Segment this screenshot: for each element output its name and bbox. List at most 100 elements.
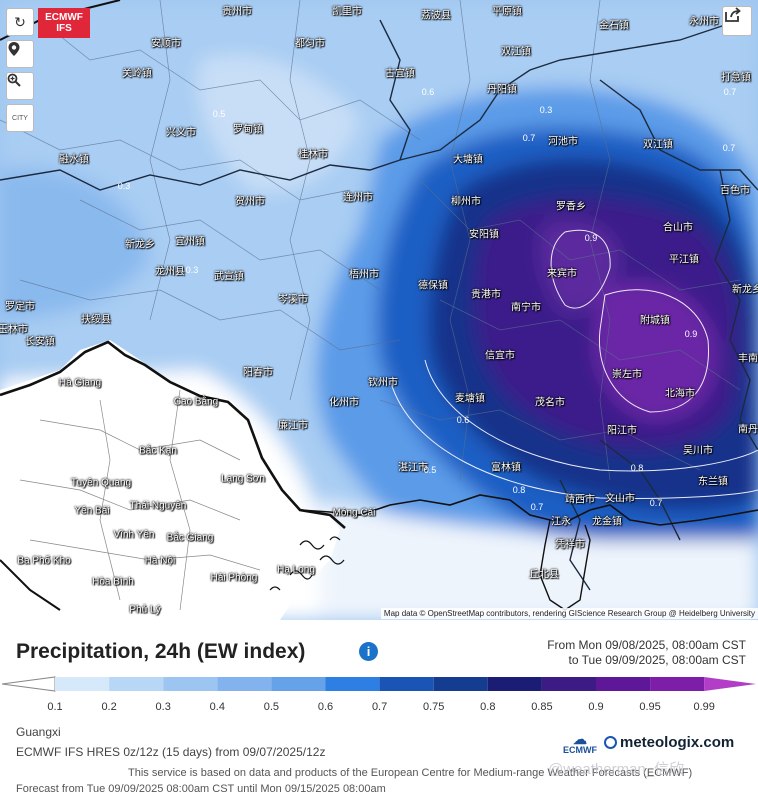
refresh-icon: ↻ xyxy=(14,13,26,30)
zoom-icon xyxy=(7,73,21,87)
contour-label: 0.5 xyxy=(423,465,437,475)
city-label: 丹阳镇 xyxy=(487,84,517,96)
legend-swatch xyxy=(433,677,488,691)
city-label: 钦州市 xyxy=(368,377,398,389)
valid-from: From Mon 09/08/2025, 08:00am CST xyxy=(547,638,746,652)
legend-swatch xyxy=(487,677,542,691)
legend-tick-label: 0.3 xyxy=(156,701,171,713)
city-label: 来宾市 xyxy=(547,268,577,280)
city-label: 关岭镇 xyxy=(122,68,152,80)
vn-city-label: Lạng Sơn xyxy=(221,473,265,485)
location-pin-icon xyxy=(8,42,20,56)
legend-swatch xyxy=(379,677,434,691)
vn-city-label: Ba Phố Kho xyxy=(17,555,71,567)
locate-button[interactable] xyxy=(6,40,34,68)
city-label: 安阳镇 xyxy=(469,229,499,241)
city-label: 茂名市 xyxy=(535,397,565,409)
contour-label: 0.7 xyxy=(522,133,536,143)
legend-swatch xyxy=(541,677,596,691)
city-label: 打急镇 xyxy=(721,72,751,84)
contour-label: 0.9 xyxy=(684,329,698,339)
city-label: 阳春市 xyxy=(243,367,273,379)
vn-city-label: Thái Nguyên xyxy=(129,500,187,512)
contour-label: 0.9 xyxy=(584,233,598,243)
city-label: 新龙乡 xyxy=(732,284,758,296)
city-label: 古宜镇 xyxy=(385,68,415,80)
legend-tick-label: 0.8 xyxy=(480,701,495,713)
legend-tick-label: 0.6 xyxy=(318,701,333,713)
city-label: 凭祥市 xyxy=(555,539,585,551)
legend-tick-label: 0.1 xyxy=(47,701,62,713)
city-label: 合山市 xyxy=(663,222,693,234)
city-label: 金石镇 xyxy=(599,20,629,32)
contour-label: 0.7 xyxy=(649,498,663,508)
legend-swatch xyxy=(596,677,651,691)
share-button[interactable] xyxy=(722,6,752,36)
city-label: 龙州县 xyxy=(155,266,185,278)
contour-label: 0.5 xyxy=(212,109,226,119)
city-label: 安顺市 xyxy=(151,38,181,50)
city-toggle-button[interactable]: CITY xyxy=(6,104,34,132)
city-label: 罗香乡 xyxy=(556,201,586,213)
city-label: 平江镇 xyxy=(669,254,699,266)
city-label: 附城镇 xyxy=(640,315,670,327)
city-label: 桂林市 xyxy=(298,149,328,161)
city-label: 柳州市 xyxy=(451,196,481,208)
city-label: 富林镇 xyxy=(491,462,521,474)
city-label: 东兰镇 xyxy=(698,476,728,488)
city-label: 凯里市 xyxy=(332,6,362,18)
vn-city-label: Hòa Bình xyxy=(92,576,134,588)
city-label: 荔波县 xyxy=(421,10,451,22)
ecmwf-ifs-logo: ECMWF IFS xyxy=(38,8,90,38)
meteologix-globe-icon xyxy=(604,736,617,749)
refresh-button[interactable]: ↻ xyxy=(6,8,34,36)
forecast-range: Forecast from Tue 09/09/2025 08:00am CST… xyxy=(16,783,386,795)
contour-label: 0.7 xyxy=(530,502,544,512)
city-label: 贺州市 xyxy=(235,196,265,208)
legend-swatch xyxy=(217,677,272,691)
meteologix-logo[interactable]: meteologix.com xyxy=(604,734,734,751)
legend-tick-label: 0.75 xyxy=(423,701,444,713)
ecmwf-footer-logo: ☁ ECMWF xyxy=(563,731,597,755)
legend-tick-label: 0.4 xyxy=(210,701,225,713)
city-label: 江永 xyxy=(551,516,571,528)
city-label: 崇左市 xyxy=(612,369,642,381)
city-label: 靖西市 xyxy=(565,494,595,506)
color-legend: 0.1 0.2 0.3 0.4 0.5 0.6 0.7 0.75 0.8 0.85 0.9 0.95 0… xyxy=(1,676,756,713)
city-label: 河池市 xyxy=(548,136,578,148)
legend-tick-label: 0.2 xyxy=(101,701,116,713)
precipitation-map[interactable]: 贵州市 凯里市 荔波县 平原镇 永州市 金石镇 安顺市 都匀市 双江镇 关岭镇 古宜镇 打急镇 丹阳镇兴… xyxy=(0,0,758,620)
meteologix-brand-text: meteologix.com xyxy=(620,734,735,751)
city-label: 罗定市 xyxy=(5,301,35,313)
map-canvas xyxy=(0,0,758,620)
city-label: 阳江市 xyxy=(607,425,637,437)
zoom-button[interactable] xyxy=(6,72,34,100)
city-label: 梧州市 xyxy=(349,269,379,281)
contour-label: 0.8 xyxy=(630,463,644,473)
city-label: 南丹县 xyxy=(738,424,758,436)
valid-to: to Tue 09/09/2025, 08:00am CST xyxy=(568,653,746,667)
share-icon xyxy=(725,7,741,22)
contour-label: 0.6 xyxy=(421,87,435,97)
vn-city-label: Vĩnh Yên xyxy=(113,529,155,541)
city-label: 大塘镇 xyxy=(453,154,483,166)
info-icon[interactable]: i xyxy=(359,642,378,661)
city-label: 信宜市 xyxy=(485,350,515,362)
city-label: 连州市 xyxy=(343,192,373,204)
service-notice: This service is based on data and produc… xyxy=(128,767,693,779)
city-label: 融水镇 xyxy=(59,154,89,166)
contour-label: 0.3 xyxy=(539,105,553,115)
city-label: 贵州市 xyxy=(222,6,252,18)
city-label: 宜州镇 xyxy=(175,236,205,248)
city-label: 扶绥县 xyxy=(81,314,111,326)
vn-city-label: Hà Giang xyxy=(58,377,102,389)
model-run-info: ECMWF IFS HRES 0z/12z (15 days) from 09/… xyxy=(16,745,326,759)
map-attribution: Map data © OpenStreetMap contributors, r… xyxy=(380,608,758,619)
region-name: Guangxi xyxy=(16,725,61,739)
city-label: 罗甸镇 xyxy=(233,124,263,136)
city-label: 化州市 xyxy=(329,397,359,409)
city-label: 湛江市 xyxy=(398,462,428,474)
city-label: 玉林市 xyxy=(0,324,28,336)
legend-tick-label: 0.7 xyxy=(372,701,387,713)
vn-city-label: Bắc Kạn xyxy=(139,445,177,457)
